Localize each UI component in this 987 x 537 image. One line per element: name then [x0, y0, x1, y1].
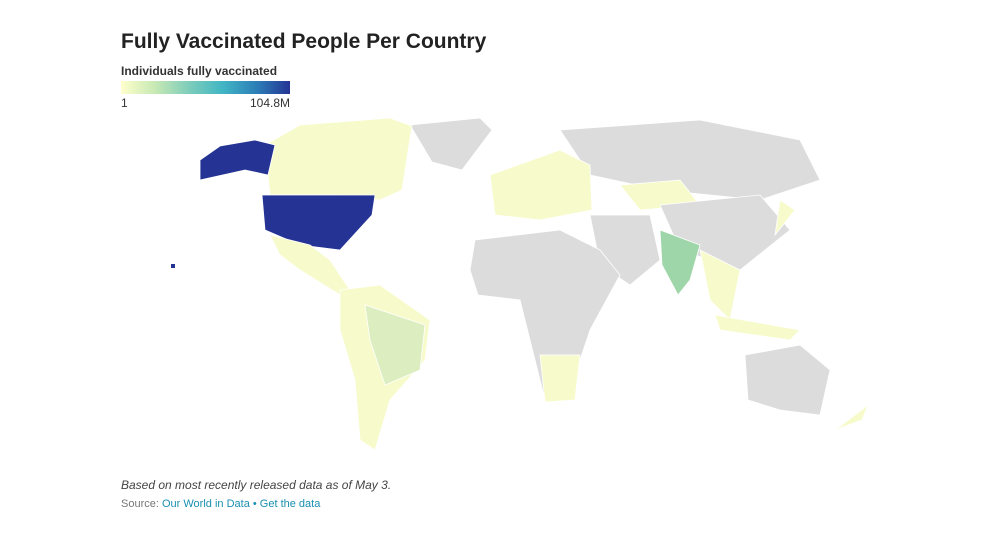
note: Based on most recently released data as … [121, 478, 391, 492]
south-africa [539, 354, 581, 403]
europe [489, 149, 593, 221]
world-map [171, 117, 869, 451]
separator: • [253, 498, 257, 510]
greenland [409, 117, 493, 171]
source-label: Source: [121, 498, 159, 510]
australia [744, 344, 831, 416]
legend-max-label: 104.8M [250, 96, 290, 110]
new-zealand [834, 403, 869, 431]
alaska [199, 139, 276, 181]
usa [261, 194, 376, 251]
source: Source: Our World in Data • Get the data [121, 498, 321, 510]
data-link[interactable]: Get the data [260, 498, 321, 510]
legend-min-label: 1 [121, 96, 128, 110]
hawaii [171, 264, 175, 268]
canada [264, 117, 413, 201]
legend-gradient [121, 81, 290, 94]
indonesia [714, 314, 801, 341]
japan [774, 199, 796, 237]
india [659, 229, 701, 296]
brazil [364, 304, 426, 386]
source-link[interactable]: Our World in Data [162, 498, 251, 510]
legend-title: Individuals fully vaccinated [121, 64, 277, 78]
title: Fully Vaccinated People Per Country [121, 30, 487, 53]
russia [559, 119, 821, 201]
